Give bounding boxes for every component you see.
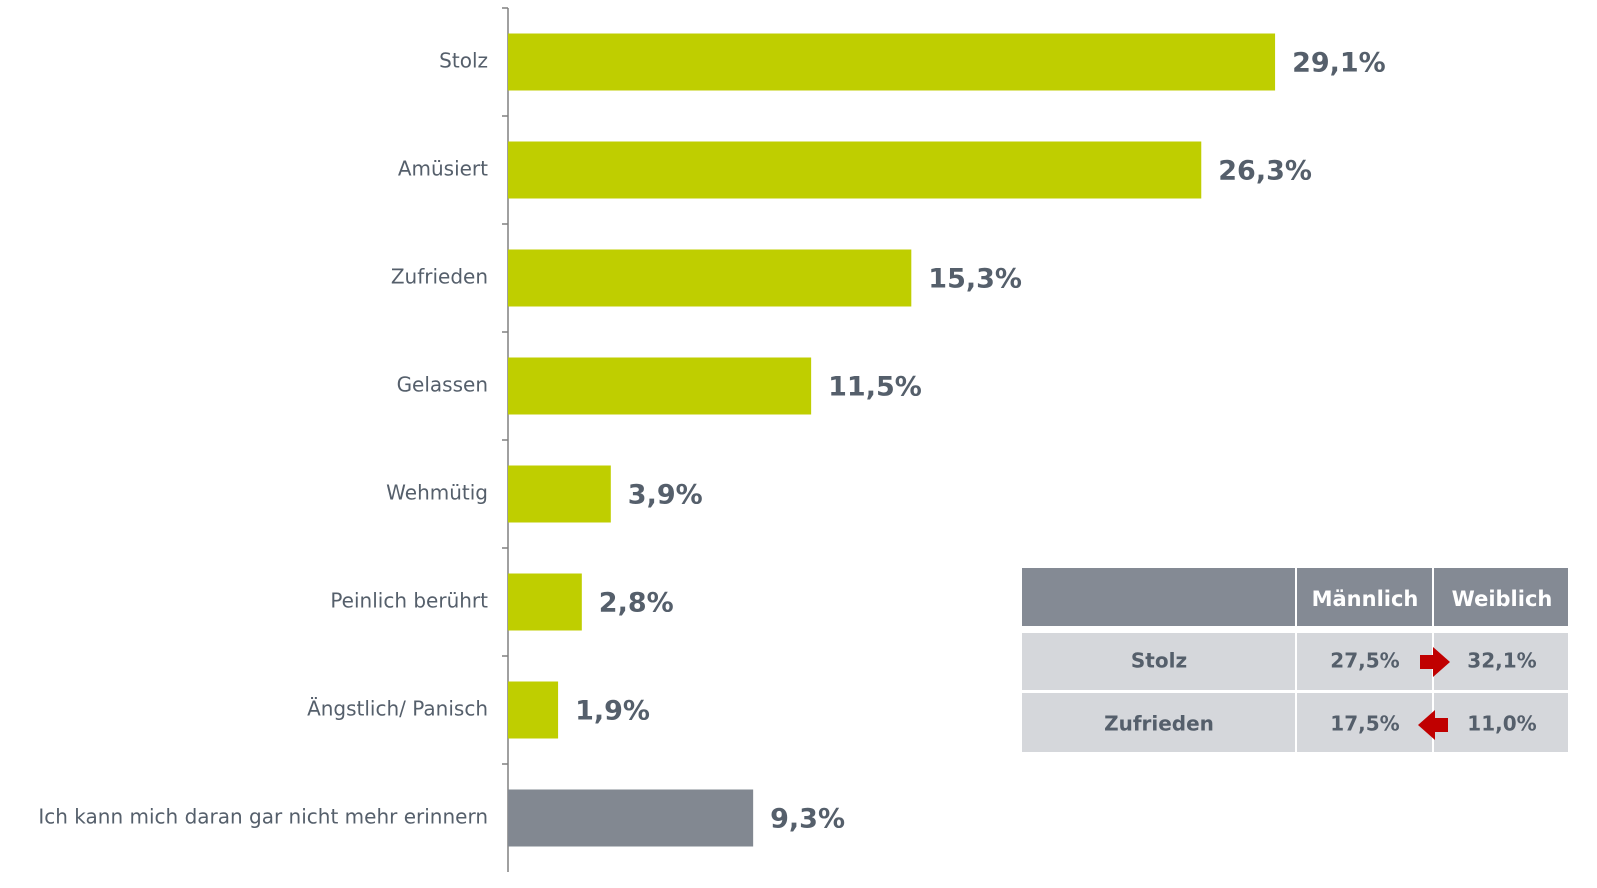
bar <box>508 33 1276 91</box>
category-label: Wehmütig <box>386 481 488 505</box>
value-label: 3,9% <box>628 480 703 511</box>
value-label: 2,8% <box>599 588 674 619</box>
table-cell-text: 11,0% <box>1467 712 1536 736</box>
table-cell-text: 32,1% <box>1467 649 1536 673</box>
bar <box>508 249 912 307</box>
category-label: Ängstlich/ Panisch <box>307 697 488 721</box>
table-header-cell <box>1297 568 1432 626</box>
value-label: 29,1% <box>1292 48 1386 79</box>
table-cell <box>1022 693 1295 752</box>
bar <box>508 357 812 415</box>
category-label: Amüsiert <box>398 157 488 181</box>
table-header-cell <box>1434 568 1568 626</box>
table-row-label: Zufrieden <box>1104 712 1214 736</box>
table-header: Männlich <box>1312 587 1419 611</box>
table-header: Weiblich <box>1452 587 1553 611</box>
bar <box>508 681 559 739</box>
value-label: 1,9% <box>575 696 650 727</box>
table-header-cell <box>1022 568 1295 626</box>
value-label: 15,3% <box>928 264 1022 295</box>
bar <box>508 465 611 523</box>
value-label: 9,3% <box>770 804 845 835</box>
value-label: 26,3% <box>1218 156 1312 187</box>
table-cell-text: 17,5% <box>1330 712 1399 736</box>
value-label: 11,5% <box>828 372 922 403</box>
category-label: Gelassen <box>397 373 488 397</box>
category-label: Peinlich berührt <box>330 589 488 613</box>
category-label: Ich kann mich daran gar nicht mehr erinn… <box>38 805 488 829</box>
arrow-left <box>1418 710 1448 740</box>
table-cell <box>1297 693 1432 752</box>
table-cell-text: 27,5% <box>1330 649 1399 673</box>
bar <box>508 141 1202 199</box>
table-cell <box>1434 633 1568 690</box>
table-cell <box>1022 633 1295 690</box>
data-table: Männlich Weiblich Stolz 27,5% 32,1% Zufr… <box>1022 568 1568 752</box>
table-cell <box>1434 693 1568 752</box>
bar <box>508 789 754 847</box>
table-row-label: Stolz <box>1131 649 1187 673</box>
category-label: Zufrieden <box>391 265 488 289</box>
arrow-right <box>1420 647 1450 677</box>
bar <box>508 573 582 631</box>
category-label: Stolz <box>439 49 488 73</box>
table-cell <box>1297 633 1432 690</box>
